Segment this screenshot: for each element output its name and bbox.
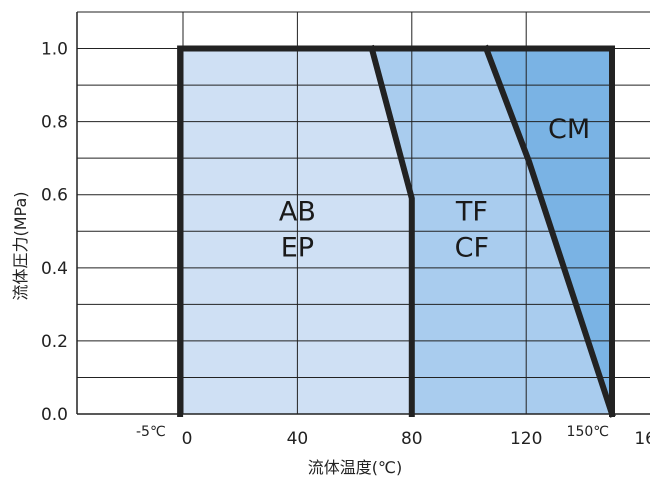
boundary-line-1	[177, 45, 615, 417]
y-tick-label: 0.2	[41, 332, 68, 352]
x-axis-title: 流体温度(℃)	[308, 458, 402, 477]
region-labels-layer: AB EP TF CF CM	[279, 114, 590, 263]
y-axis-title: 流体圧力(MPa)	[11, 191, 30, 300]
region-fill-3	[486, 48, 612, 414]
region-label-3: CM	[548, 114, 590, 145]
y-tick-label: 1.0	[41, 40, 68, 60]
boundaries-layer	[177, 44, 616, 418]
x-tick-label: 160	[634, 429, 650, 449]
y-tick-label: 0.6	[41, 186, 68, 206]
tick-labels-layer: 0.0 0.2 0.4 0.6 0.8 1.0 0 40 80 120 160 -5℃ 150℃	[41, 40, 650, 449]
y-tick-label: 0.0	[41, 405, 68, 425]
region-label-2: CF	[455, 232, 489, 263]
x-tick-label: 80	[401, 429, 423, 449]
x-tick-label: 40	[287, 429, 309, 449]
region-label-1: AB	[279, 196, 316, 227]
x-tick-label: 120	[510, 429, 542, 449]
region-label-1: EP	[281, 232, 314, 263]
axes-layer	[76, 12, 650, 415]
x-extra-label: 150℃	[567, 424, 609, 440]
region-label-2: TF	[455, 196, 488, 227]
boundary-line-3	[482, 44, 616, 418]
x-extra-label: -5℃	[136, 424, 166, 440]
x-tick-label: 0	[182, 429, 193, 449]
y-tick-label: 0.8	[41, 113, 68, 133]
y-tick-label: 0.4	[41, 259, 68, 279]
boundary-line-2	[368, 44, 415, 417]
